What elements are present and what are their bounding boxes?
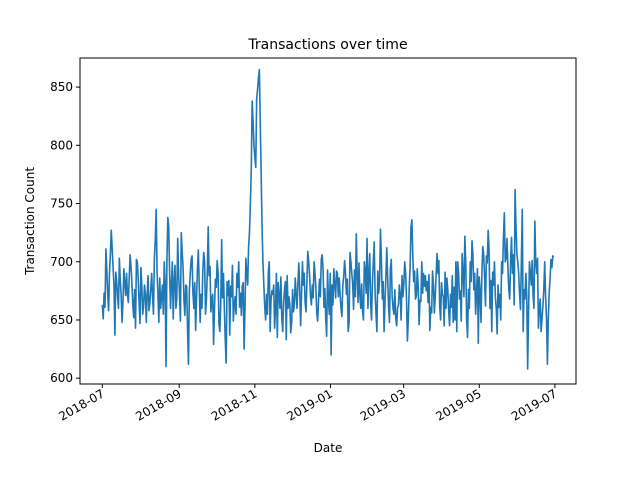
y-tick-label: 650 (50, 313, 73, 327)
x-tick-label: 2019-05 (433, 386, 483, 423)
y-axis: 600 650 700 750 800 850 (50, 80, 80, 385)
y-tick-label: 750 (50, 197, 73, 211)
y-tick-label: 800 (50, 138, 73, 152)
x-tick-label: 2018-09 (133, 386, 183, 423)
series-line-transactions (101, 68, 555, 370)
x-tick-label: 2019-01 (285, 386, 335, 423)
axes: 2018-07 2018-09 2018-11 2019-01 2019-03 2019-… (50, 57, 577, 424)
y-tick-label: 850 (50, 80, 73, 94)
x-tick-label: 2019-03 (358, 386, 408, 423)
x-tick-label: 2018-07 (56, 386, 106, 423)
line-layer (101, 68, 555, 370)
plot-frame (79, 57, 577, 385)
x-tick-label: 2019-07 (509, 386, 559, 423)
chart-title: Transactions over time (247, 37, 407, 53)
y-tick-label: 600 (50, 371, 73, 385)
x-tick-label: 2018-11 (209, 386, 259, 423)
y-tick-label: 700 (50, 255, 73, 269)
y-axis-label: Transaction Count (23, 167, 37, 276)
x-axis-label: Date (314, 441, 343, 455)
x-axis: 2018-07 2018-09 2018-11 2019-01 2019-03 2019-… (56, 384, 559, 424)
